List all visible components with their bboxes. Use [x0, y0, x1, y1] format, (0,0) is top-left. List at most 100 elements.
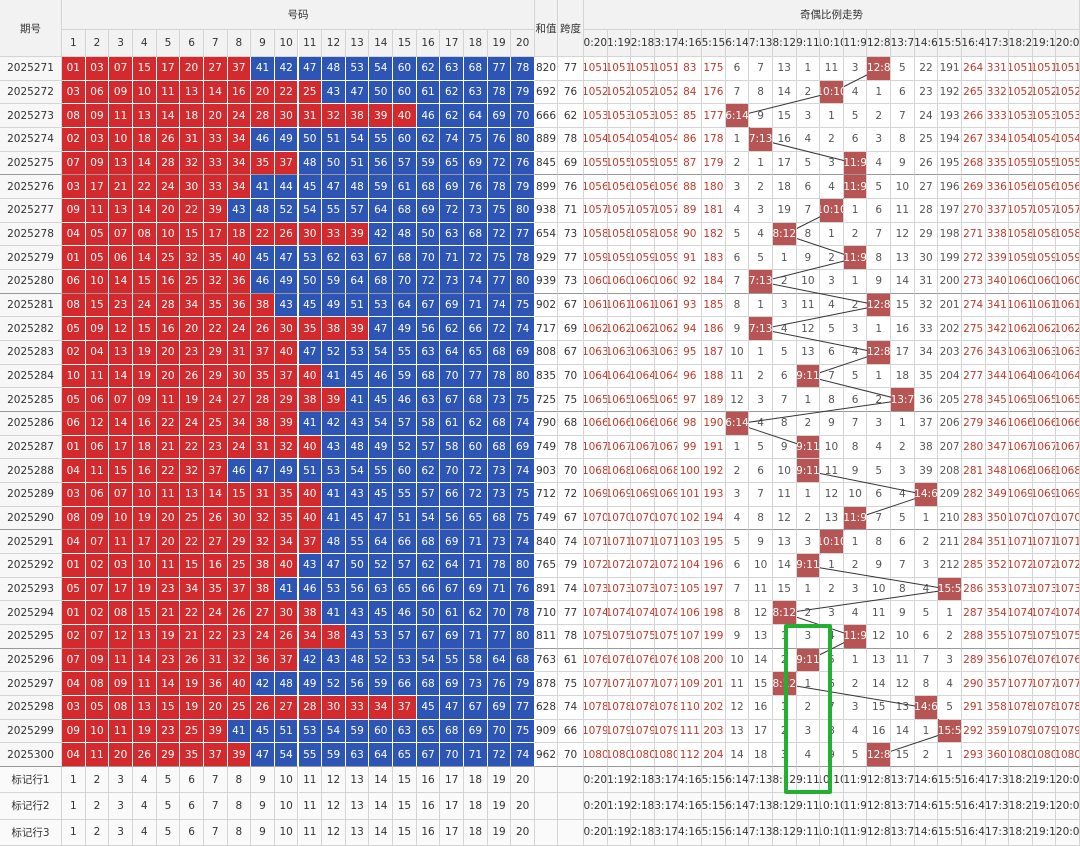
omission: 14: [891, 270, 915, 294]
footer-ratio: 14:6: [914, 819, 939, 846]
omission: 2: [820, 577, 844, 602]
footer-number: 1: [62, 767, 86, 794]
omission: 13: [749, 625, 773, 649]
number-col-header: 1: [62, 30, 86, 57]
drawn-number: 32: [180, 459, 204, 483]
drawn-number: 77: [511, 696, 535, 720]
omission: 1055: [1056, 151, 1080, 176]
footer-ratio: 8:12: [772, 819, 797, 846]
omission: 1065: [631, 388, 655, 412]
trend-col-header: 14:6: [914, 30, 939, 57]
omission: 201: [702, 672, 726, 696]
drawn-number: 70: [487, 719, 512, 744]
omission: 187: [702, 341, 726, 365]
drawn-number: 46: [227, 459, 252, 483]
omission: 1: [820, 222, 844, 247]
drawn-number: 44: [274, 175, 299, 199]
drawn-number: 35: [203, 293, 228, 318]
drawn-number: 06: [85, 80, 110, 105]
omission: 1073: [631, 577, 655, 602]
drawn-number: 11: [109, 648, 133, 673]
sum-value: 811: [535, 625, 558, 649]
omission: 1080: [584, 743, 608, 767]
drawn-number: 10: [132, 554, 157, 578]
drawn-number: 22: [180, 601, 204, 625]
ratio-hit: 9:11: [796, 554, 821, 578]
omission: 1068: [1032, 459, 1057, 483]
omission: 1058: [607, 222, 632, 247]
drawn-number: 39: [322, 388, 346, 412]
omission: 207: [938, 435, 962, 460]
omission: 94: [678, 317, 703, 341]
omission: 193: [938, 104, 962, 128]
drawn-number: 55: [322, 199, 346, 223]
drawn-number: 20: [251, 80, 275, 105]
sum-value: 891: [535, 577, 558, 602]
footer-ratio: 12:8: [867, 767, 892, 794]
drawn-number: 57: [416, 435, 441, 460]
omission: 13: [891, 246, 915, 270]
period: 2025298: [0, 696, 62, 720]
omission: 1: [725, 128, 750, 152]
drawn-number: 26: [251, 317, 275, 341]
drawn-number: 79: [511, 80, 535, 105]
omission: 1054: [607, 128, 632, 152]
omission: 11: [772, 483, 797, 507]
omission: 1080: [607, 743, 632, 767]
number-col-header: 6: [180, 30, 204, 57]
drawn-number: 28: [156, 151, 181, 176]
omission: 10: [772, 459, 797, 483]
drawn-number: 29: [227, 530, 252, 554]
drawn-number: 80: [511, 364, 535, 389]
drawn-number: 54: [274, 743, 299, 767]
omission: 1: [820, 104, 844, 128]
omission: 195: [702, 530, 726, 554]
drawn-number: 08: [85, 672, 110, 696]
omission: 6: [725, 246, 750, 270]
footer-number: 13: [345, 793, 370, 820]
drawn-number: 39: [345, 222, 370, 247]
omission: 197: [702, 577, 726, 602]
drawn-number: 42: [251, 672, 275, 696]
drawn-number: 35: [274, 506, 299, 531]
omission: 344: [985, 364, 1010, 389]
drawn-number: 11: [85, 364, 110, 389]
drawn-number: 38: [322, 317, 346, 341]
omission: 7: [891, 104, 915, 128]
omission: 1052: [1009, 80, 1033, 105]
omission: 188: [702, 364, 726, 389]
omission: 8: [867, 530, 892, 554]
footer-number: 3: [109, 767, 133, 794]
span-value: 79: [558, 554, 584, 578]
drawn-number: 53: [393, 648, 417, 673]
drawn-number: 76: [487, 672, 512, 696]
footer-ratio: 5:15: [702, 767, 726, 794]
drawn-number: 56: [345, 672, 370, 696]
drawn-number: 28: [298, 696, 323, 720]
drawn-number: 37: [393, 696, 417, 720]
drawn-number: 56: [440, 506, 465, 531]
omission: 100: [678, 459, 703, 483]
drawn-number: 61: [393, 175, 417, 199]
drawn-number: 11: [109, 104, 133, 128]
sum-value: 929: [535, 246, 558, 270]
drawn-number: 37: [227, 57, 252, 81]
omission: 1060: [1056, 270, 1080, 294]
drawn-number: 63: [440, 222, 465, 247]
drawn-number: 07: [62, 151, 86, 176]
drawn-number: 31: [180, 128, 204, 152]
drawn-number: 59: [416, 151, 441, 176]
footer-ratio: 19:1: [1032, 793, 1057, 820]
drawn-number: 20: [156, 506, 181, 531]
omission: 8: [749, 80, 773, 105]
omission: 287: [961, 601, 986, 625]
ratio-hit: 12:8: [867, 743, 892, 767]
omission: 279: [961, 412, 986, 436]
footer-blank: [558, 793, 584, 820]
omission: 1059: [584, 246, 608, 270]
drawn-number: 48: [251, 199, 275, 223]
drawn-number: 42: [274, 57, 299, 81]
omission: 1080: [1032, 743, 1057, 767]
